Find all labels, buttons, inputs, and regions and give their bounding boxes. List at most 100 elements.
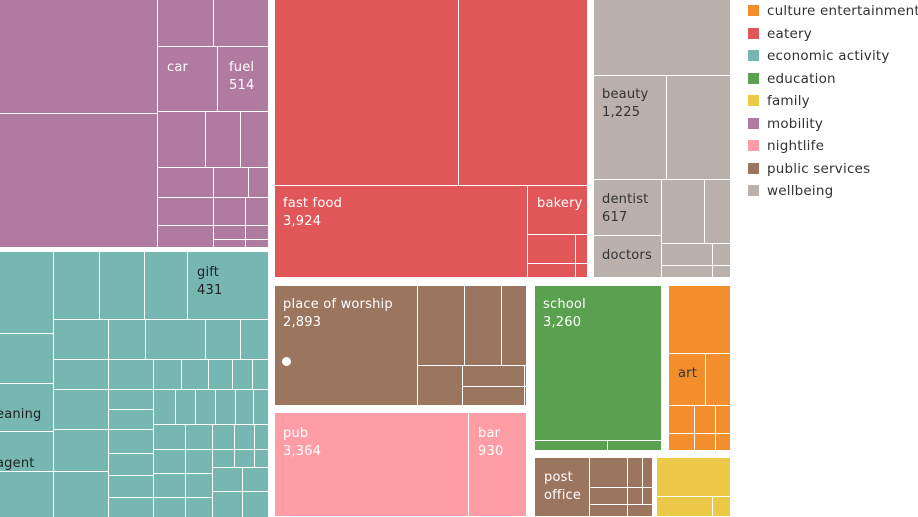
tile-public-services[interactable] xyxy=(418,286,464,365)
tile-economic-activity[interactable] xyxy=(109,476,153,497)
tile-economic-activity[interactable] xyxy=(109,360,153,389)
tile-mobility[interactable] xyxy=(158,198,213,225)
tile-public-services[interactable] xyxy=(463,387,524,405)
tile-economic-activity[interactable] xyxy=(253,360,268,389)
tile-mobility[interactable] xyxy=(158,112,205,167)
tile-eatery[interactable] xyxy=(459,0,587,185)
tile-eatery[interactable] xyxy=(275,0,458,185)
tile-public-services[interactable] xyxy=(643,488,652,504)
tile-public-services[interactable] xyxy=(590,458,627,487)
tile-economic-activity[interactable] xyxy=(213,468,242,491)
tile-public-services[interactable] xyxy=(628,488,642,504)
tile-eatery[interactable] xyxy=(528,264,575,277)
tile-public-services[interactable] xyxy=(535,458,589,516)
tile-public-services[interactable] xyxy=(465,286,501,365)
tile-economic-activity[interactable] xyxy=(154,498,185,517)
tile-public-services[interactable] xyxy=(418,366,462,405)
tile-economic-activity[interactable] xyxy=(154,360,181,389)
tile-economic-activity[interactable] xyxy=(0,334,53,383)
tile-economic-activity[interactable] xyxy=(254,390,268,424)
tile-mobility[interactable] xyxy=(158,0,213,46)
tile-culture-entertainment[interactable] xyxy=(706,354,730,405)
tile-economic-activity[interactable] xyxy=(206,320,240,359)
tile-wellbeing[interactable] xyxy=(713,266,730,277)
tile-economic-activity[interactable] xyxy=(235,450,254,467)
tile-public-services[interactable] xyxy=(463,366,524,386)
tile-wellbeing[interactable] xyxy=(662,180,704,243)
tile-wellbeing[interactable] xyxy=(594,180,661,235)
tile-mobility[interactable] xyxy=(246,226,268,239)
tile-economic-activity[interactable] xyxy=(109,498,153,517)
tile-economic-activity[interactable] xyxy=(233,360,252,389)
tile-family[interactable] xyxy=(657,458,730,496)
tile-public-services[interactable] xyxy=(643,458,652,487)
tile-economic-activity[interactable] xyxy=(186,498,212,517)
tile-economic-activity[interactable] xyxy=(154,390,175,424)
tile-economic-activity[interactable] xyxy=(54,360,108,389)
tile-family[interactable] xyxy=(713,497,730,516)
tile-mobility[interactable] xyxy=(249,168,268,197)
tile-culture-entertainment[interactable] xyxy=(669,434,694,450)
tile-eatery[interactable] xyxy=(528,235,575,263)
tile-culture-entertainment[interactable] xyxy=(669,354,705,405)
tile-economic-activity[interactable] xyxy=(186,474,212,497)
tile-economic-activity[interactable] xyxy=(145,252,187,319)
tile-economic-activity[interactable] xyxy=(213,450,234,467)
tile-culture-entertainment[interactable] xyxy=(669,406,694,433)
tile-economic-activity[interactable] xyxy=(213,492,242,517)
tile-mobility[interactable] xyxy=(0,114,157,247)
tile-wellbeing[interactable] xyxy=(594,76,666,179)
tile-economic-activity[interactable] xyxy=(54,430,108,471)
tile-economic-activity[interactable] xyxy=(54,390,108,429)
tile-wellbeing[interactable] xyxy=(662,244,712,265)
tile-mobility[interactable] xyxy=(214,198,245,225)
tile-economic-activity[interactable] xyxy=(0,384,53,431)
tile-mobility[interactable] xyxy=(246,240,268,247)
tile-family[interactable] xyxy=(657,497,712,516)
tile-economic-activity[interactable] xyxy=(241,320,268,359)
tile-eatery[interactable] xyxy=(576,264,587,277)
tile-education[interactable] xyxy=(535,441,607,450)
tile-economic-activity[interactable] xyxy=(243,468,268,491)
tile-mobility[interactable] xyxy=(214,240,245,247)
tile-public-services[interactable] xyxy=(502,286,526,365)
tile-economic-activity[interactable] xyxy=(255,425,268,449)
tile-economic-activity[interactable] xyxy=(196,390,215,424)
tile-education[interactable] xyxy=(535,286,661,440)
tile-public-services[interactable] xyxy=(275,286,417,405)
tile-public-services[interactable] xyxy=(525,387,526,405)
tile-economic-activity[interactable] xyxy=(182,360,208,389)
tile-public-services[interactable] xyxy=(590,488,627,504)
tile-nightlife[interactable] xyxy=(275,413,468,516)
tile-mobility[interactable] xyxy=(214,168,248,197)
tile-economic-activity[interactable] xyxy=(109,430,153,453)
tile-public-services[interactable] xyxy=(525,366,526,386)
tile-economic-activity[interactable] xyxy=(109,410,153,429)
tile-economic-activity[interactable] xyxy=(255,450,268,467)
tile-mobility[interactable] xyxy=(0,0,157,113)
tile-economic-activity[interactable] xyxy=(54,472,108,517)
tile-economic-activity[interactable] xyxy=(54,252,99,319)
tile-economic-activity[interactable] xyxy=(216,390,235,424)
tile-economic-activity[interactable] xyxy=(243,492,268,517)
tile-wellbeing[interactable] xyxy=(667,76,730,179)
tile-economic-activity[interactable] xyxy=(209,360,232,389)
tile-nightlife[interactable] xyxy=(469,413,526,516)
tile-public-services[interactable] xyxy=(628,505,652,516)
tile-economic-activity[interactable] xyxy=(176,390,195,424)
tile-culture-entertainment[interactable] xyxy=(716,406,730,433)
tile-economic-activity[interactable] xyxy=(213,425,234,449)
tile-mobility[interactable] xyxy=(218,47,268,111)
tile-economic-activity[interactable] xyxy=(109,390,153,409)
tile-economic-activity[interactable] xyxy=(54,320,108,359)
tile-public-services[interactable] xyxy=(590,505,627,516)
tile-economic-activity[interactable] xyxy=(146,320,205,359)
tile-economic-activity[interactable] xyxy=(0,252,53,333)
tile-economic-activity[interactable] xyxy=(186,425,212,449)
tile-education[interactable] xyxy=(608,441,661,450)
tile-wellbeing[interactable] xyxy=(713,244,730,265)
tile-mobility[interactable] xyxy=(158,47,217,111)
tile-economic-activity[interactable] xyxy=(154,450,185,473)
tile-economic-activity[interactable] xyxy=(109,454,153,475)
tile-mobility[interactable] xyxy=(246,198,268,225)
